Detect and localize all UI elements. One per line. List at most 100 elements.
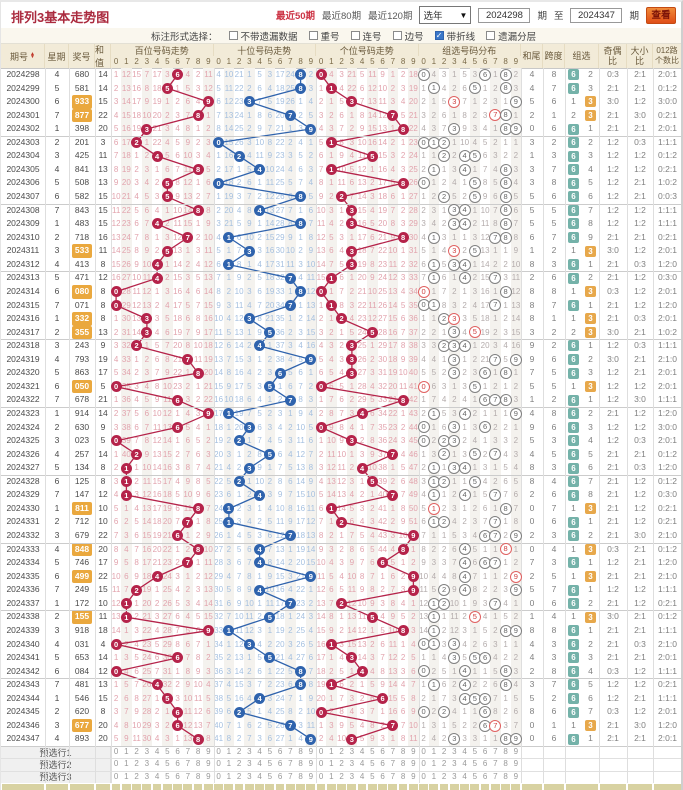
preselect-digit[interactable]: 8	[298, 771, 303, 781]
filter-option-0[interactable]: 不带遗漏数据	[228, 29, 298, 43]
preselect-digit[interactable]: 2	[134, 747, 139, 756]
preselect-digit[interactable]: 6	[277, 771, 283, 781]
preselect-digit[interactable]: 1	[329, 747, 334, 756]
preselect-digit[interactable]: 4	[154, 759, 160, 769]
preselect-digit[interactable]: 2	[236, 771, 242, 781]
preselect-digit[interactable]: 9	[513, 771, 519, 781]
column-header-0[interactable]: 期号 ▲ ▼	[1, 44, 45, 68]
preselect-digit[interactable]: 3	[144, 747, 150, 756]
preselect-digit[interactable]: 9	[206, 771, 211, 781]
preselect-digit[interactable]: 7	[185, 759, 191, 769]
preselect-digit[interactable]: 4	[257, 747, 262, 756]
preselect-digit[interactable]: 6	[277, 747, 283, 756]
preselect-digit[interactable]: 3	[349, 747, 355, 756]
preselect-digit[interactable]: 6	[482, 771, 488, 781]
preselect-digit[interactable]: 8	[503, 747, 508, 756]
preselect-digit[interactable]: 7	[493, 759, 498, 769]
preselect-digit[interactable]: 1	[329, 771, 334, 781]
preselect-digit[interactable]: 6	[175, 747, 180, 756]
preselect-digit[interactable]: 6	[380, 747, 385, 756]
preselect-digit[interactable]: 1	[226, 759, 232, 769]
checkbox-checked-icon[interactable]: ✓	[434, 31, 444, 40]
preselect-digit[interactable]: 0	[113, 771, 119, 781]
preselect-digit[interactable]: 0	[421, 771, 426, 781]
preselect-digit[interactable]: 3	[144, 771, 150, 781]
preselect-digit[interactable]: 2	[339, 771, 344, 781]
preselect-digit[interactable]: 8	[195, 759, 201, 769]
preselect-digit[interactable]: 9	[411, 759, 416, 769]
preselect-digit[interactable]: 7	[185, 771, 191, 781]
preselect-digit[interactable]: 1	[124, 759, 129, 769]
preselect-digit[interactable]: 6	[175, 771, 180, 781]
preselect-digit[interactable]: 5	[267, 747, 273, 756]
link-recent-80[interactable]: 最近80期	[322, 11, 362, 22]
preselect-digit[interactable]: 5	[472, 771, 478, 781]
preselect-digit[interactable]: 5	[267, 771, 273, 781]
checkbox-icon[interactable]	[486, 31, 496, 40]
preselect-digit[interactable]: 4	[462, 771, 467, 781]
preselect-digit[interactable]: 3	[349, 759, 355, 769]
preselect-digit[interactable]: 5	[165, 771, 170, 781]
preselect-digit[interactable]: 8	[400, 759, 406, 769]
preselect-digit[interactable]: 8	[195, 747, 201, 756]
preselect-digit[interactable]: 7	[493, 771, 498, 781]
checkbox-icon[interactable]	[228, 31, 238, 40]
preselect-digit[interactable]: 8	[503, 771, 508, 781]
preselect-digit[interactable]: 1	[226, 747, 232, 756]
filter-option-2[interactable]: 连号	[350, 29, 382, 43]
preselect-digit[interactable]: 2	[134, 771, 139, 781]
filter-option-3[interactable]: 边号	[392, 29, 424, 43]
preselect-digit[interactable]: 7	[390, 747, 396, 756]
checkbox-icon[interactable]	[350, 31, 360, 40]
preselect-digit[interactable]: 1	[431, 771, 437, 781]
preselect-digit[interactable]: 0	[421, 759, 426, 769]
preselect-digit[interactable]: 2	[339, 747, 344, 756]
preselect-digit[interactable]: 8	[400, 747, 406, 756]
preselect-digit[interactable]: 5	[267, 759, 273, 769]
preselect-digit[interactable]: 4	[359, 771, 365, 781]
preselect-digit[interactable]: 9	[206, 759, 211, 769]
year-select[interactable]: 选年 ▼	[419, 6, 472, 24]
to-issue-input[interactable]	[570, 7, 623, 23]
preselect-digit[interactable]: 8	[400, 771, 406, 781]
preselect-digit[interactable]: 4	[359, 747, 365, 756]
preselect-digit[interactable]: 4	[462, 747, 467, 756]
preselect-digit[interactable]: 7	[493, 747, 498, 756]
preselect-digit[interactable]: 6	[380, 771, 385, 781]
preselect-digit[interactable]: 7	[390, 771, 396, 781]
preselect-digit[interactable]: 3	[452, 771, 457, 781]
sort-icon[interactable]: ▲ ▼	[30, 50, 35, 60]
preselect-digit[interactable]: 9	[513, 747, 519, 756]
preselect-digit[interactable]: 2	[441, 771, 447, 781]
from-issue-input[interactable]	[478, 7, 531, 23]
preselect-digit[interactable]: 0	[318, 747, 324, 756]
preselect-digit[interactable]: 6	[277, 759, 283, 769]
preselect-digit[interactable]: 2	[236, 759, 242, 769]
preselect-digit[interactable]: 2	[236, 747, 242, 756]
checkbox-icon[interactable]	[392, 31, 402, 40]
preselect-digit[interactable]: 3	[247, 771, 252, 781]
preselect-digit[interactable]: 3	[452, 759, 457, 769]
preselect-digit[interactable]: 7	[288, 759, 293, 769]
preselect-digit[interactable]: 1	[124, 747, 129, 756]
preselect-digit[interactable]: 1	[124, 771, 129, 781]
filter-option-5[interactable]: 遗漏分层	[486, 29, 536, 43]
preselect-digit[interactable]: 7	[185, 747, 191, 756]
preselect-digit[interactable]: 2	[441, 747, 447, 756]
preselect-digit[interactable]: 4	[154, 771, 160, 781]
preselect-digit[interactable]: 8	[298, 747, 303, 756]
preselect-digit[interactable]: 0	[113, 759, 119, 769]
preselect-digit[interactable]: 6	[380, 759, 385, 769]
preselect-digit[interactable]: 5	[370, 771, 375, 781]
preselect-digit[interactable]: 2	[441, 759, 447, 769]
preselect-digit[interactable]: 1	[226, 771, 232, 781]
preselect-digit[interactable]: 4	[359, 759, 365, 769]
preselect-digit[interactable]: 9	[411, 771, 416, 781]
preselect-digit[interactable]: 1	[431, 747, 437, 756]
preselect-digit[interactable]: 5	[165, 759, 170, 769]
preselect-digit[interactable]: 1	[431, 759, 437, 769]
preselect-digit[interactable]: 3	[247, 747, 252, 756]
preselect-digit[interactable]: 6	[482, 747, 488, 756]
preselect-digit[interactable]: 3	[349, 771, 355, 781]
preselect-digit[interactable]: 5	[472, 747, 478, 756]
